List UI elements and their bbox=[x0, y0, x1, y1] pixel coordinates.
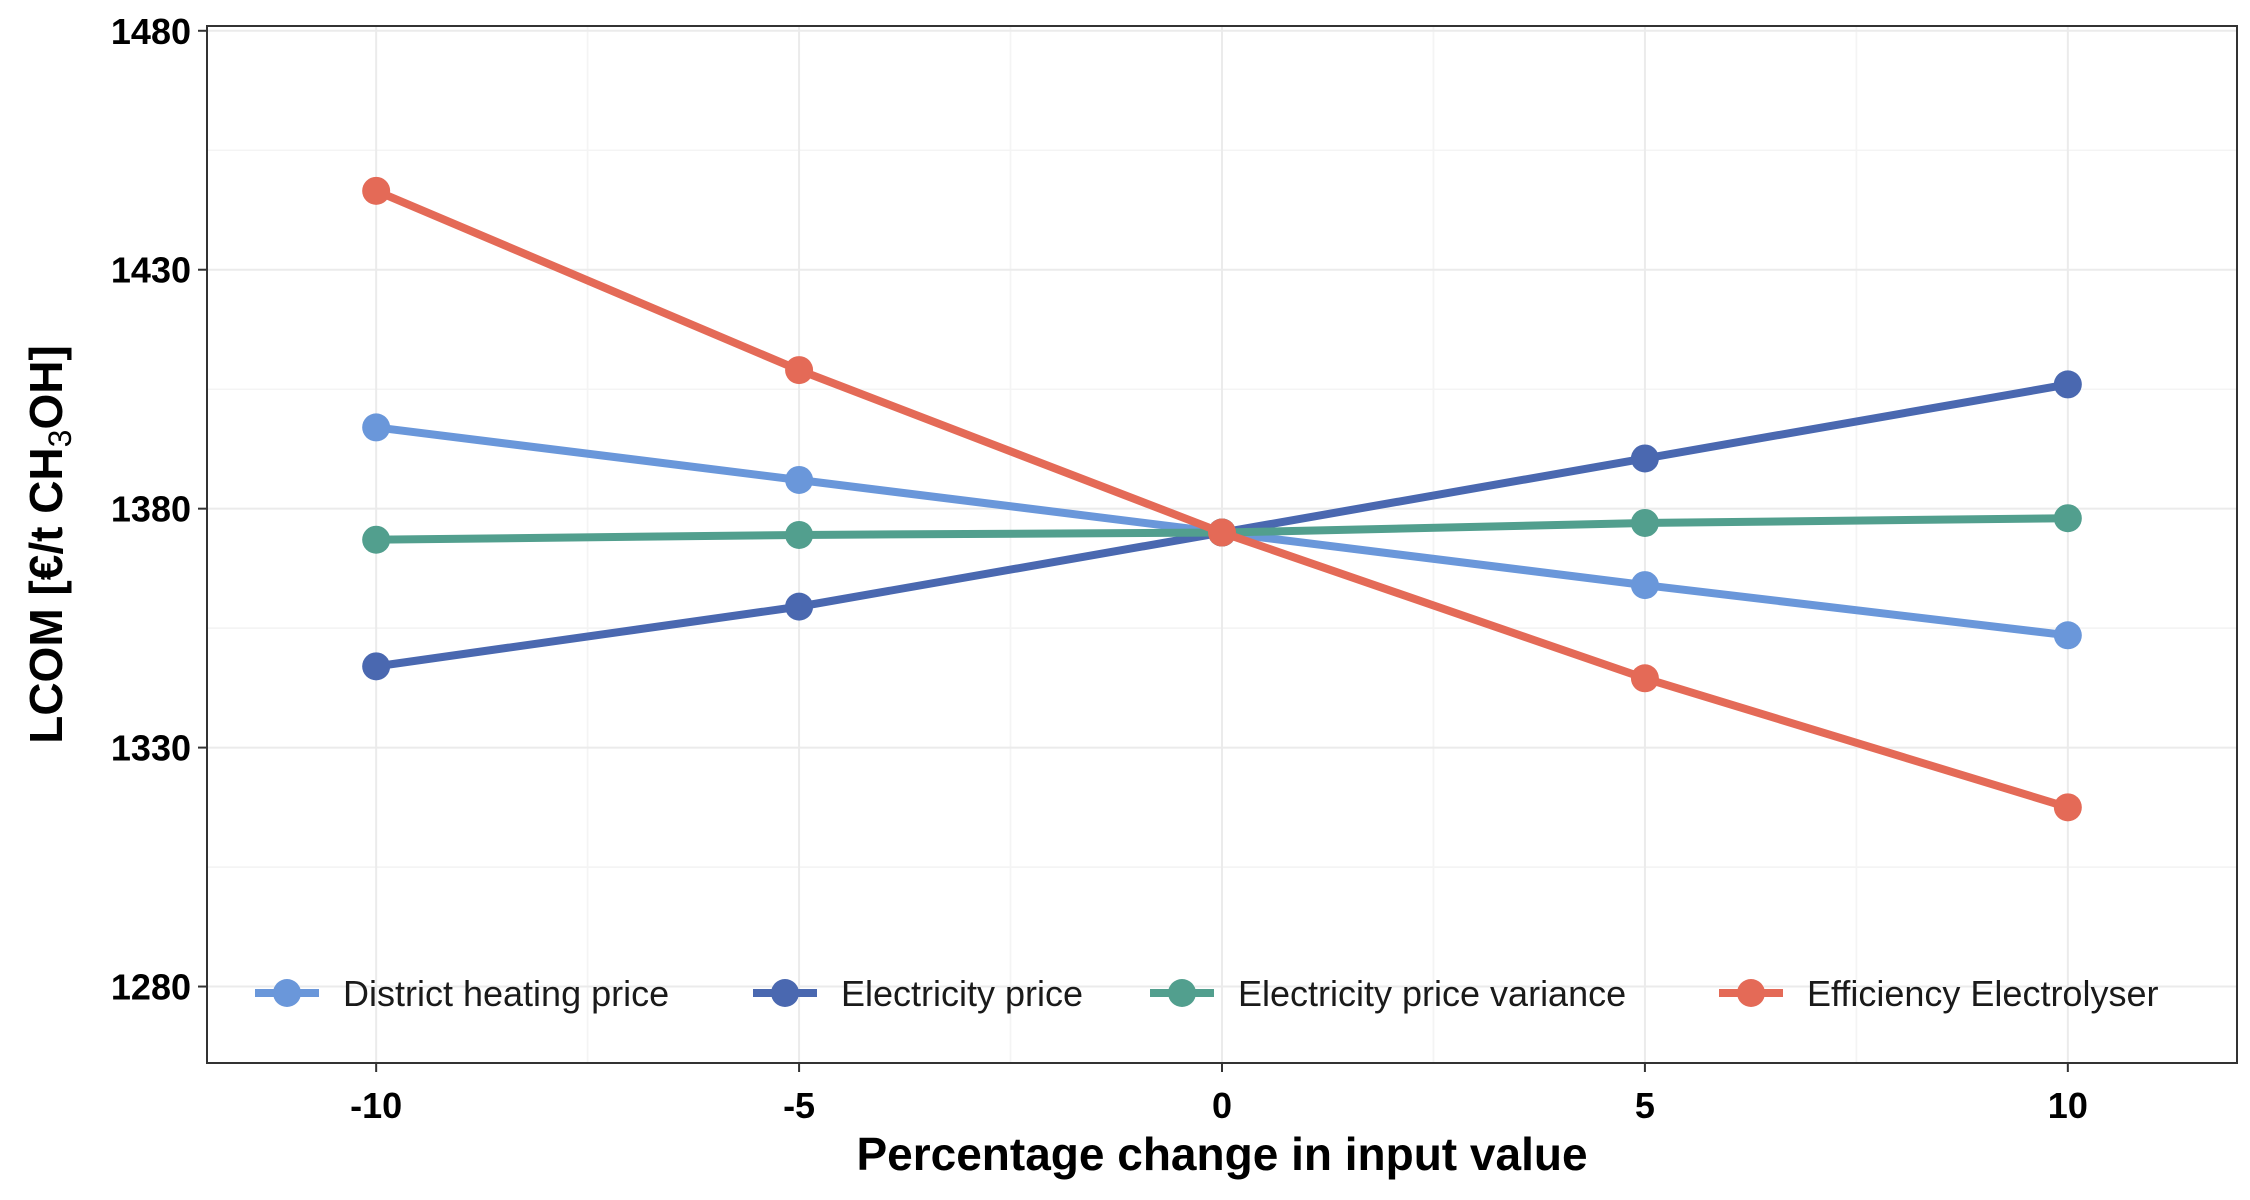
data-point bbox=[785, 356, 814, 385]
legend-item: Electricity price variance bbox=[1150, 973, 1626, 1014]
x-tick-label: 10 bbox=[2048, 1085, 2088, 1126]
x-tick-label: -10 bbox=[350, 1085, 402, 1126]
data-point bbox=[785, 465, 814, 494]
legend: District heating price Electricity price E… bbox=[255, 973, 2158, 1014]
x-tick-label: 0 bbox=[1212, 1085, 1232, 1126]
legend-item: Electricity price bbox=[753, 973, 1083, 1014]
x-axis-title: Percentage change in input value bbox=[856, 1128, 1587, 1180]
y-tick-label: 1280 bbox=[111, 967, 191, 1008]
y-axis-title-suffix: OH] bbox=[20, 345, 72, 429]
data-point bbox=[1630, 571, 1659, 600]
legend-item: District heating price bbox=[255, 973, 669, 1014]
y-axis-title-prefix: LCOM [€/t CH bbox=[20, 447, 72, 743]
data-point bbox=[1630, 444, 1659, 473]
legend-label: Electricity price variance bbox=[1238, 973, 1626, 1014]
legend-item: Efficiency Electrolyser bbox=[1719, 973, 2158, 1014]
x-tick-label: 5 bbox=[1635, 1085, 1655, 1126]
y-tick-label: 1480 bbox=[111, 11, 191, 52]
x-tick-label: -5 bbox=[783, 1085, 815, 1126]
data-point bbox=[2053, 621, 2082, 650]
legend-key-point bbox=[1168, 979, 1196, 1007]
grid-lines bbox=[207, 26, 2237, 1063]
legend-key-point bbox=[771, 979, 799, 1007]
legend-label: Efficiency Electrolyser bbox=[1807, 973, 2158, 1014]
data-point bbox=[2053, 504, 2082, 533]
data-point bbox=[785, 520, 814, 549]
legend-key-point bbox=[273, 979, 301, 1007]
series-group bbox=[362, 176, 2082, 822]
legend-label: Electricity price bbox=[841, 973, 1083, 1014]
data-point bbox=[2053, 793, 2082, 822]
axes: 1280 1330 1380 1430 1480 -10 -5 0 5 10 bbox=[111, 11, 2088, 1126]
y-axis-title-subscript: 3 bbox=[42, 430, 78, 448]
data-point bbox=[362, 652, 391, 681]
data-point bbox=[362, 413, 391, 442]
data-point bbox=[785, 592, 814, 621]
legend-key-point bbox=[1737, 979, 1765, 1007]
data-point bbox=[1630, 508, 1659, 537]
data-point bbox=[362, 176, 391, 205]
y-axis-title: LCOM [€/t CH3OH] bbox=[20, 345, 78, 744]
y-tick-label: 1380 bbox=[111, 489, 191, 530]
legend-label: District heating price bbox=[343, 973, 669, 1014]
data-point bbox=[362, 525, 391, 554]
data-point bbox=[1208, 518, 1236, 547]
data-point bbox=[2053, 370, 2082, 399]
y-tick-label: 1330 bbox=[111, 728, 191, 769]
y-tick-label: 1430 bbox=[111, 250, 191, 291]
series-lines bbox=[362, 176, 2082, 822]
data-point bbox=[1630, 664, 1659, 693]
